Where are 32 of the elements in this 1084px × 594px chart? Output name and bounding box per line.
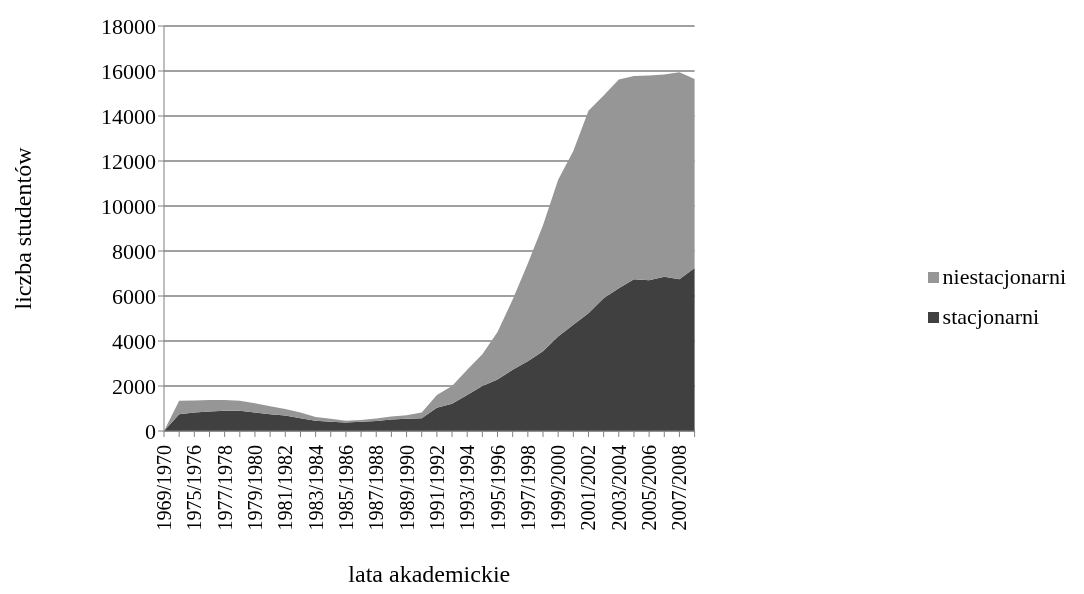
x-tick-label: 1991/1992 <box>425 445 448 531</box>
y-axis-title: liczba studentów <box>9 146 36 310</box>
y-tick-label: 18000 <box>101 13 156 39</box>
y-tick-label: 6000 <box>112 283 156 309</box>
x-tick-label: 1997/1998 <box>516 445 539 531</box>
x-tick-label: 1985/1986 <box>334 445 357 531</box>
x-tick-label: 2007/2008 <box>668 445 691 531</box>
y-tick-label: 14000 <box>101 103 156 129</box>
x-tick-label: 1987/1988 <box>365 445 388 531</box>
x-axis-title: lata akademickie <box>348 561 511 587</box>
x-tick-label: 1975/1976 <box>183 445 206 531</box>
y-tick-label: 10000 <box>101 193 156 219</box>
x-tick-label: 1995/1996 <box>486 445 509 531</box>
x-tick-label: 2001/2002 <box>577 445 600 531</box>
x-tick-label: 1979/1980 <box>243 445 266 531</box>
legend-label: stacjonarni <box>942 304 1040 330</box>
x-tick-label: 1983/1984 <box>304 445 327 531</box>
x-tick-label: 1989/1990 <box>395 445 418 531</box>
x-tick-label: 2003/2004 <box>607 445 630 531</box>
x-tick-label: 1977/1978 <box>213 445 236 531</box>
x-tick-label: 1981/1982 <box>274 445 297 531</box>
x-tick-label: 1999/2000 <box>547 445 570 531</box>
x-tick-label: 1969/1970 <box>153 445 175 531</box>
y-tick-label: 8000 <box>112 238 156 264</box>
x-tick-label: 2005/2006 <box>638 445 661 531</box>
x-tick-label: 1993/1994 <box>456 445 479 531</box>
y-tick-label: 4000 <box>112 328 156 354</box>
y-tick-label: 0 <box>145 418 156 444</box>
y-tick-label: 16000 <box>101 58 156 84</box>
y-tick-label: 2000 <box>112 373 156 399</box>
y-tick-label: 12000 <box>101 148 156 174</box>
legend-label: niestacjonarni <box>942 264 1066 290</box>
